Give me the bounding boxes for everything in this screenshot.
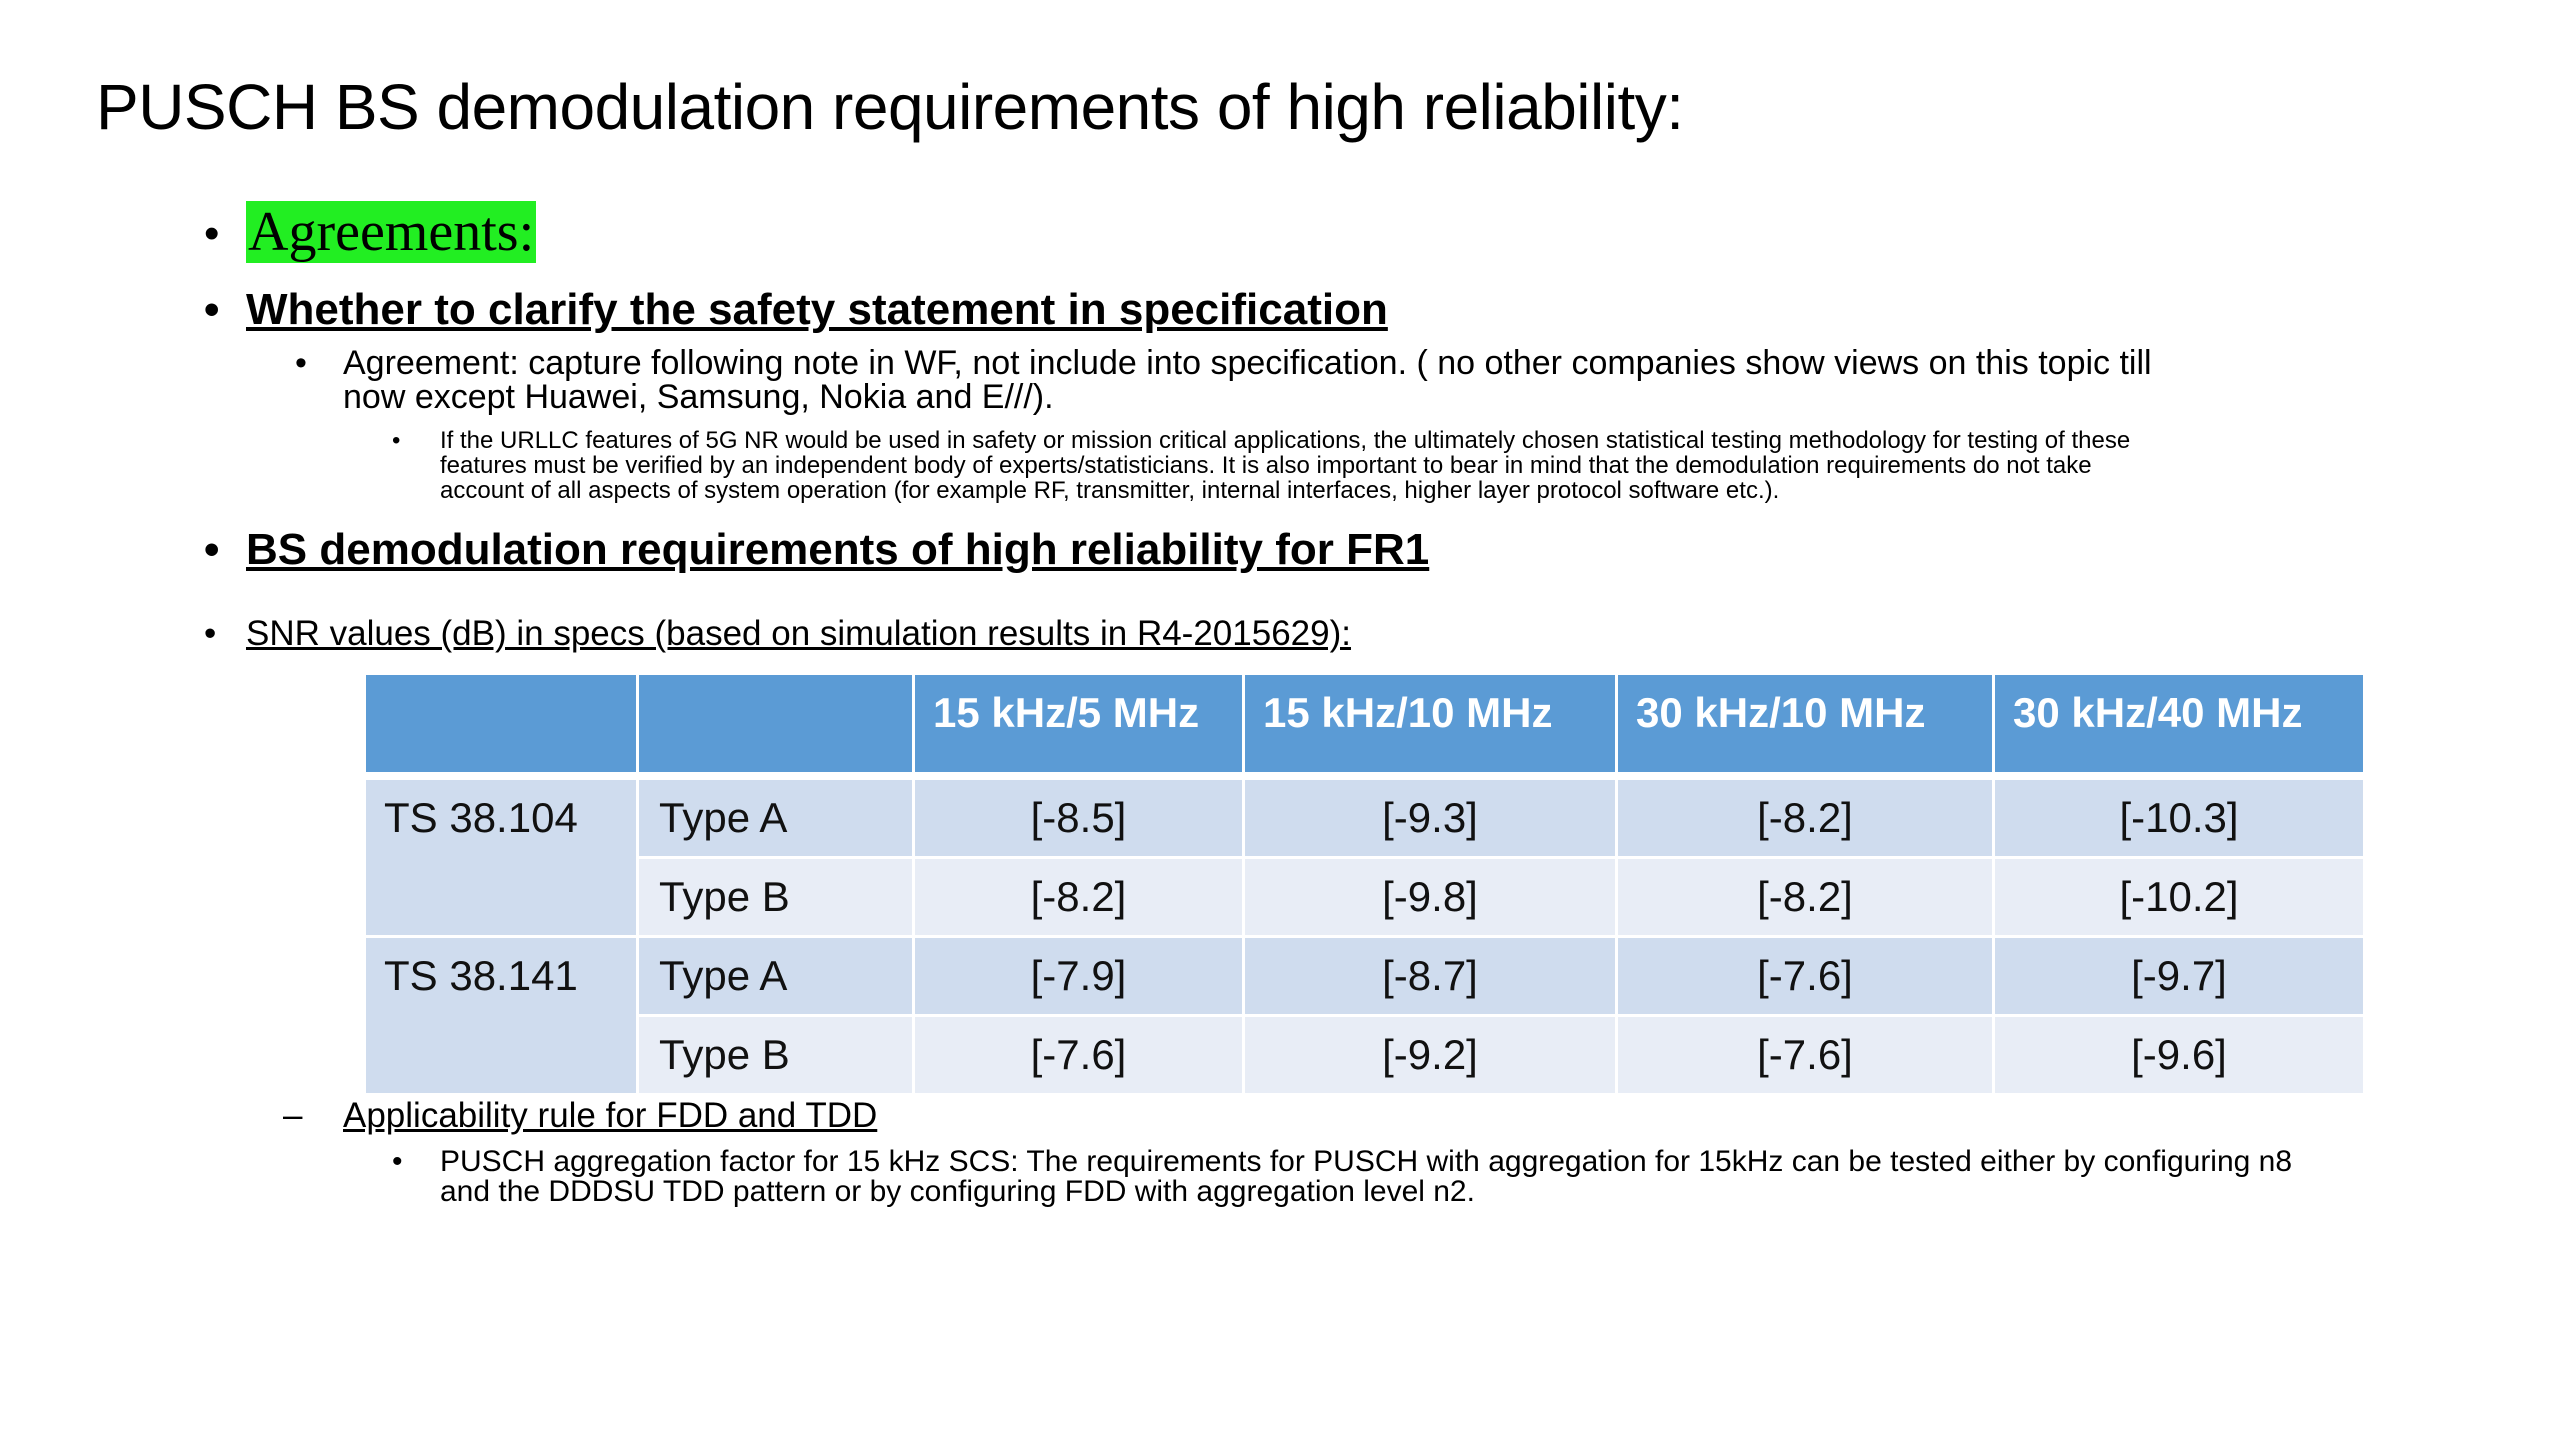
table-row: Type B [-8.2] [-9.8] [-8.2] [-10.2] — [365, 855, 2366, 938]
spec-cell: TS 38.104 — [363, 774, 639, 938]
bullet-dot: • — [204, 209, 220, 258]
agreement-sub-bullet: • Agreement: capture following note in W… — [295, 344, 2152, 416]
table-header-cell: 15 kHz/5 MHz — [912, 672, 1245, 780]
snr-table: 15 kHz/5 MHz 15 kHz/10 MHz 30 kHz/10 MHz… — [363, 672, 2366, 1096]
slide-title: PUSCH BS demodulation requirements of hi… — [96, 71, 1684, 143]
fr1-heading-bullet: • BS demodulation requirements of high r… — [204, 525, 1430, 574]
applicability-label: Applicability rule for FDD and TDD — [343, 1096, 878, 1135]
table-header-row: 15 kHz/5 MHz 15 kHz/10 MHz 30 kHz/10 MHz… — [363, 672, 2366, 780]
safety-heading-bullet: • Whether to clarify the safety statemen… — [204, 285, 1388, 334]
type-cell: Type B — [636, 855, 915, 938]
note-bullet: • If the URLLC features of 5G NR would b… — [392, 427, 2131, 504]
agreements-label: Agreements: — [246, 201, 537, 263]
fr1-heading: BS demodulation requirements of high rel… — [246, 525, 1430, 574]
value-cell: [-8.2] — [1615, 855, 1995, 938]
table-header-cell: 15 kHz/10 MHz — [1242, 672, 1618, 780]
value-cell: [-10.2] — [1992, 855, 2366, 938]
value-cell: [-9.7] — [1992, 934, 2366, 1017]
snr-intro: SNR values (dB) in specs (based on simul… — [246, 614, 1351, 653]
dash-marker: – — [283, 1096, 303, 1135]
value-cell: [-10.3] — [1992, 774, 2366, 859]
agreements-bullet: • Agreements: — [204, 201, 537, 264]
value-cell: [-8.7] — [1242, 934, 1618, 1017]
sub-sub-bullet-dot: • — [392, 1145, 403, 1178]
agreement-line-2: now except Huawei, Samsung, Nokia and E/… — [343, 378, 1054, 416]
value-cell: [-9.2] — [1242, 1013, 1618, 1096]
table-row: Type B [-7.6] [-9.2] [-7.6] [-9.6] — [365, 1013, 2366, 1096]
bullet-dot: • — [204, 285, 220, 334]
table-row: TS 38.141 Type A [-7.9] [-8.7] [-7.6] [-… — [363, 934, 2366, 1096]
value-cell: [-7.6] — [1615, 934, 1995, 1017]
value-cell: [-8.2] — [912, 855, 1245, 938]
applicability-note: • PUSCH aggregation factor for 15 kHz SC… — [392, 1145, 2293, 1208]
sub-sub-bullet-dot: • — [392, 427, 401, 454]
value-cell: [-8.5] — [912, 774, 1245, 859]
note-line-1: If the URLLC features of 5G NR would be … — [440, 427, 2131, 454]
note-line-3: account of all aspects of system operati… — [440, 477, 1780, 504]
value-cell: [-8.2] — [1615, 774, 1995, 859]
value-cell: [-7.9] — [912, 934, 1245, 1017]
snr-intro-bullet: • SNR values (dB) in specs (based on sim… — [204, 614, 1351, 654]
applicability-line-1: PUSCH aggregation factor for 15 kHz SCS:… — [440, 1145, 2293, 1178]
note-line-2: features must be verified by an independ… — [440, 452, 2092, 479]
table-header-cell — [636, 672, 915, 780]
bullet-dot: • — [204, 525, 220, 574]
spec-cell: TS 38.141 — [363, 934, 639, 1096]
agreement-line-1: Agreement: capture following note in WF,… — [343, 344, 2152, 382]
sub-bullet-dot: • — [295, 344, 307, 382]
table-header-cell — [363, 672, 639, 780]
table-header-cell: 30 kHz/40 MHz — [1992, 672, 2366, 780]
value-cell: [-9.3] — [1242, 774, 1618, 859]
value-cell: [-7.6] — [1615, 1013, 1995, 1096]
applicability-bullet: – Applicability rule for FDD and TDD — [283, 1096, 878, 1136]
type-cell: Type A — [636, 934, 915, 1017]
table-header-cell: 30 kHz/10 MHz — [1615, 672, 1995, 780]
safety-heading: Whether to clarify the safety statement … — [246, 285, 1388, 334]
bullet-dot: • — [204, 614, 217, 653]
type-cell: Type A — [636, 774, 915, 859]
table-row: TS 38.104 Type A [-8.5] [-9.3] [-8.2] [-… — [363, 774, 2366, 938]
applicability-line-2: and the DDDSU TDD pattern or by configur… — [440, 1175, 1475, 1208]
type-cell: Type B — [636, 1013, 915, 1096]
value-cell: [-7.6] — [912, 1013, 1245, 1096]
value-cell: [-9.6] — [1992, 1013, 2366, 1096]
value-cell: [-9.8] — [1242, 855, 1618, 938]
